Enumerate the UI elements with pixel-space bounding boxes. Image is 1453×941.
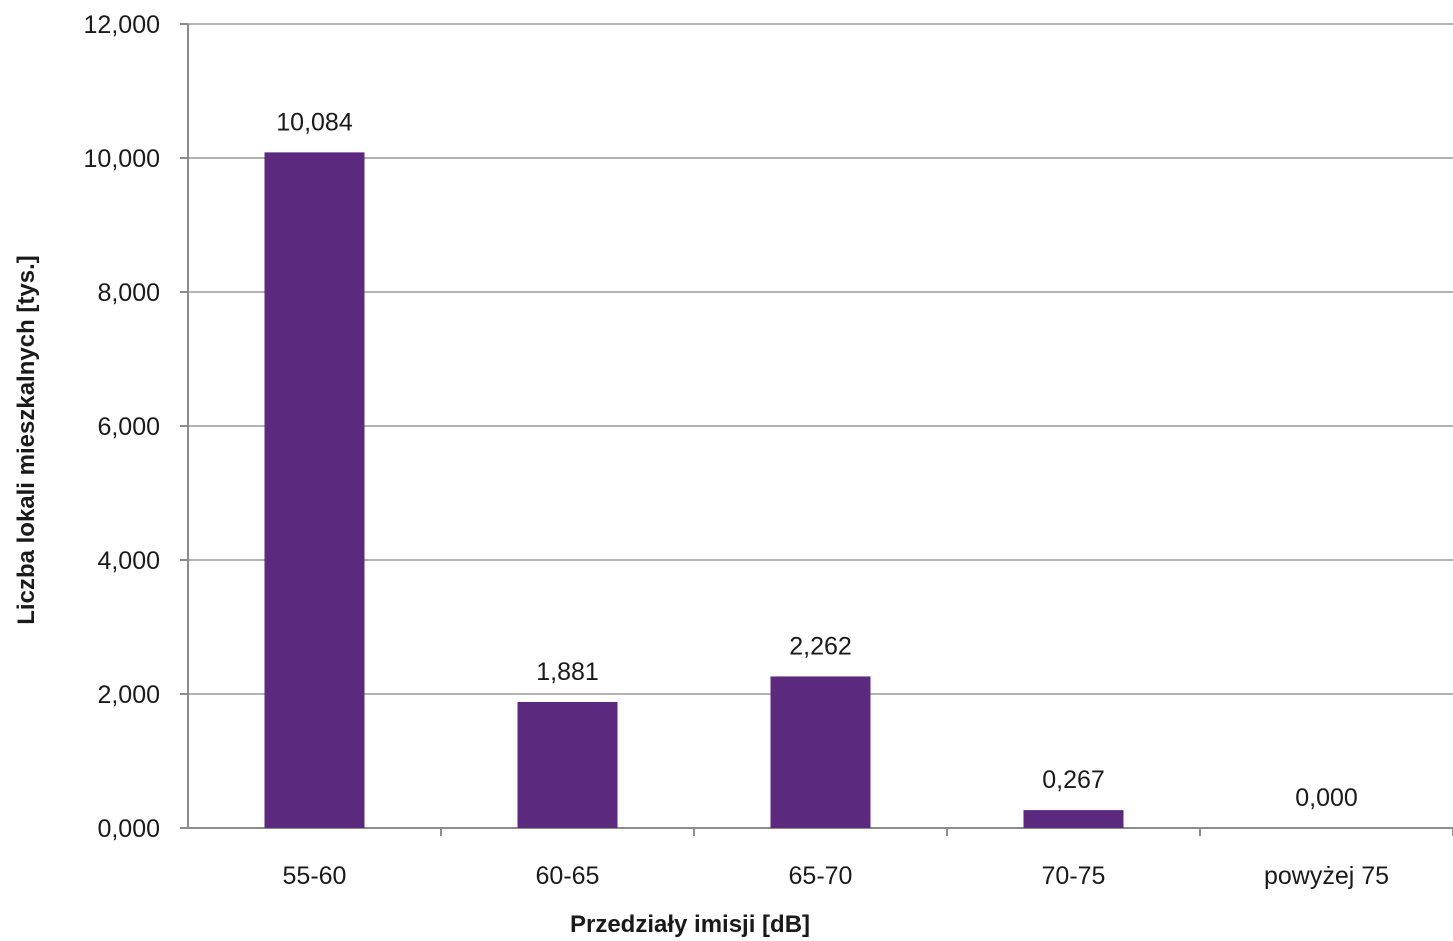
- data-label: 1,881: [536, 658, 599, 686]
- x-tick-label: 60-65: [536, 862, 600, 890]
- y-axis-ticks: 0,000 2,000 4,000 6,000 8,000 10,000 12,000: [84, 11, 188, 843]
- bar: [264, 152, 365, 828]
- bar: [770, 676, 871, 828]
- bars: [264, 152, 1124, 828]
- x-tick-label: powyżej 75: [1264, 862, 1389, 890]
- y-axis-title: Liczba lokali mieszkalnych [tys.]: [13, 255, 40, 624]
- x-tick-label: 70-75: [1042, 862, 1106, 890]
- y-tick-label: 8,000: [97, 279, 160, 307]
- bar: [1023, 810, 1124, 828]
- y-tick-label: 12,000: [84, 11, 160, 39]
- x-axis-title: Przedziały imisji [dB]: [570, 911, 810, 938]
- data-label: 0,267: [1042, 766, 1105, 794]
- data-label: 10,084: [276, 108, 353, 136]
- y-tick-label: 0,000: [97, 815, 160, 843]
- data-labels: 10,084 1,881 2,262 0,267 0,000: [276, 108, 1358, 812]
- y-tick-label: 2,000: [97, 681, 160, 709]
- data-label: 0,000: [1295, 784, 1358, 812]
- data-label: 2,262: [789, 632, 852, 660]
- x-axis-ticks: 55-60 60-65 65-70 70-75 powyżej 75: [283, 828, 1453, 890]
- y-tick-label: 10,000: [84, 145, 160, 173]
- bar: [517, 701, 618, 828]
- gridlines: [188, 23, 1453, 695]
- y-tick-label: 4,000: [97, 547, 160, 575]
- x-tick-label: 55-60: [283, 862, 347, 890]
- y-tick-label: 6,000: [97, 413, 160, 441]
- x-tick-label: 65-70: [789, 862, 853, 890]
